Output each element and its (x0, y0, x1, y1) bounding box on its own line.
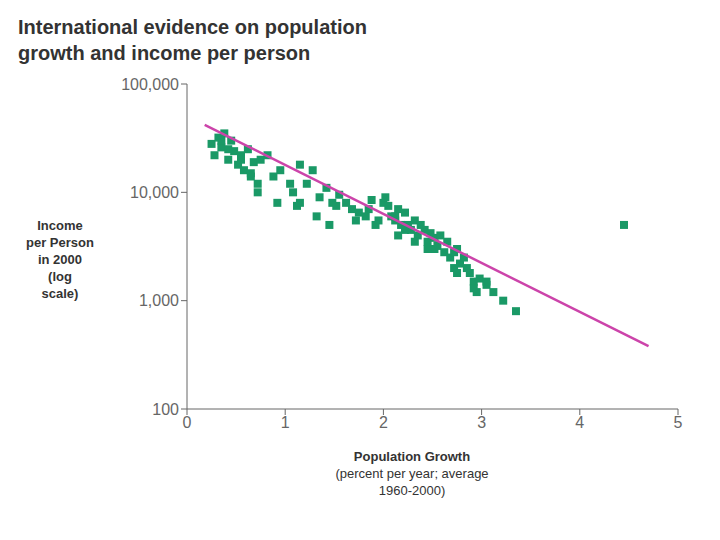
svg-text:4: 4 (575, 414, 584, 431)
svg-text:2: 2 (379, 414, 388, 431)
svg-text:3: 3 (477, 414, 486, 431)
html-text:Income: Income (37, 217, 83, 233)
html-text:(percent per year; average: (percent per year; average (335, 466, 489, 481)
html-text:growth and income per person: growth and income per person (18, 42, 311, 64)
svg-text:100: 100 (152, 401, 179, 418)
html-text:per Person: per Person (26, 234, 94, 250)
svg-text:100,000: 100,000 (121, 76, 179, 93)
svg-text:1: 1 (281, 414, 290, 431)
svg-text:10,000: 10,000 (130, 184, 179, 201)
html-text:Population Growth: Population Growth (353, 449, 471, 464)
svg-text:5: 5 (674, 414, 683, 431)
svg-text:1,000: 1,000 (139, 292, 179, 309)
html-text:in 2000: in 2000 (38, 251, 82, 267)
html-text:1960-2000): 1960-2000) (378, 483, 446, 498)
html-text:scale): scale) (41, 285, 79, 301)
html-text:(log: (log (48, 268, 72, 284)
svg-text:0: 0 (183, 414, 192, 431)
html-text:International evidence on popu: International evidence on population (18, 16, 367, 38)
